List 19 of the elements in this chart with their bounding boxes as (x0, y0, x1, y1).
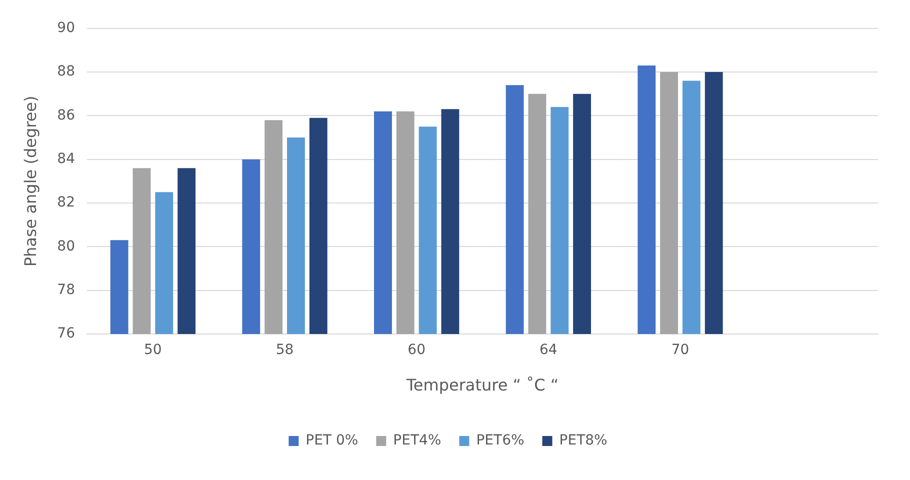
x-tick-label: 64 (540, 342, 558, 358)
y-tick-label: 76 (57, 326, 76, 342)
x-tick-label: 70 (671, 342, 690, 358)
y-tick-label: 82 (57, 194, 76, 211)
y-tick-label: 84 (57, 151, 76, 168)
legend-label: PET6% (476, 432, 524, 449)
x-tick-label: 58 (276, 342, 294, 358)
legend-label: PET 0% (306, 432, 358, 449)
y-tick-label: 86 (57, 107, 76, 124)
x-axis-title: Temperature “ ˚C “ (405, 376, 559, 395)
y-tick-label: 78 (57, 282, 76, 298)
y-axis-title: Phase angle (degree) (20, 96, 40, 267)
x-tick-label: 60 (408, 342, 426, 358)
y-tick-label: 88 (57, 64, 76, 80)
legend-label: PET8% (559, 432, 608, 449)
y-tick-label: 80 (57, 238, 76, 254)
y-tick-label: 90 (57, 20, 76, 36)
x-tick-label: 50 (144, 342, 162, 358)
legend-label: PET4% (393, 432, 442, 449)
